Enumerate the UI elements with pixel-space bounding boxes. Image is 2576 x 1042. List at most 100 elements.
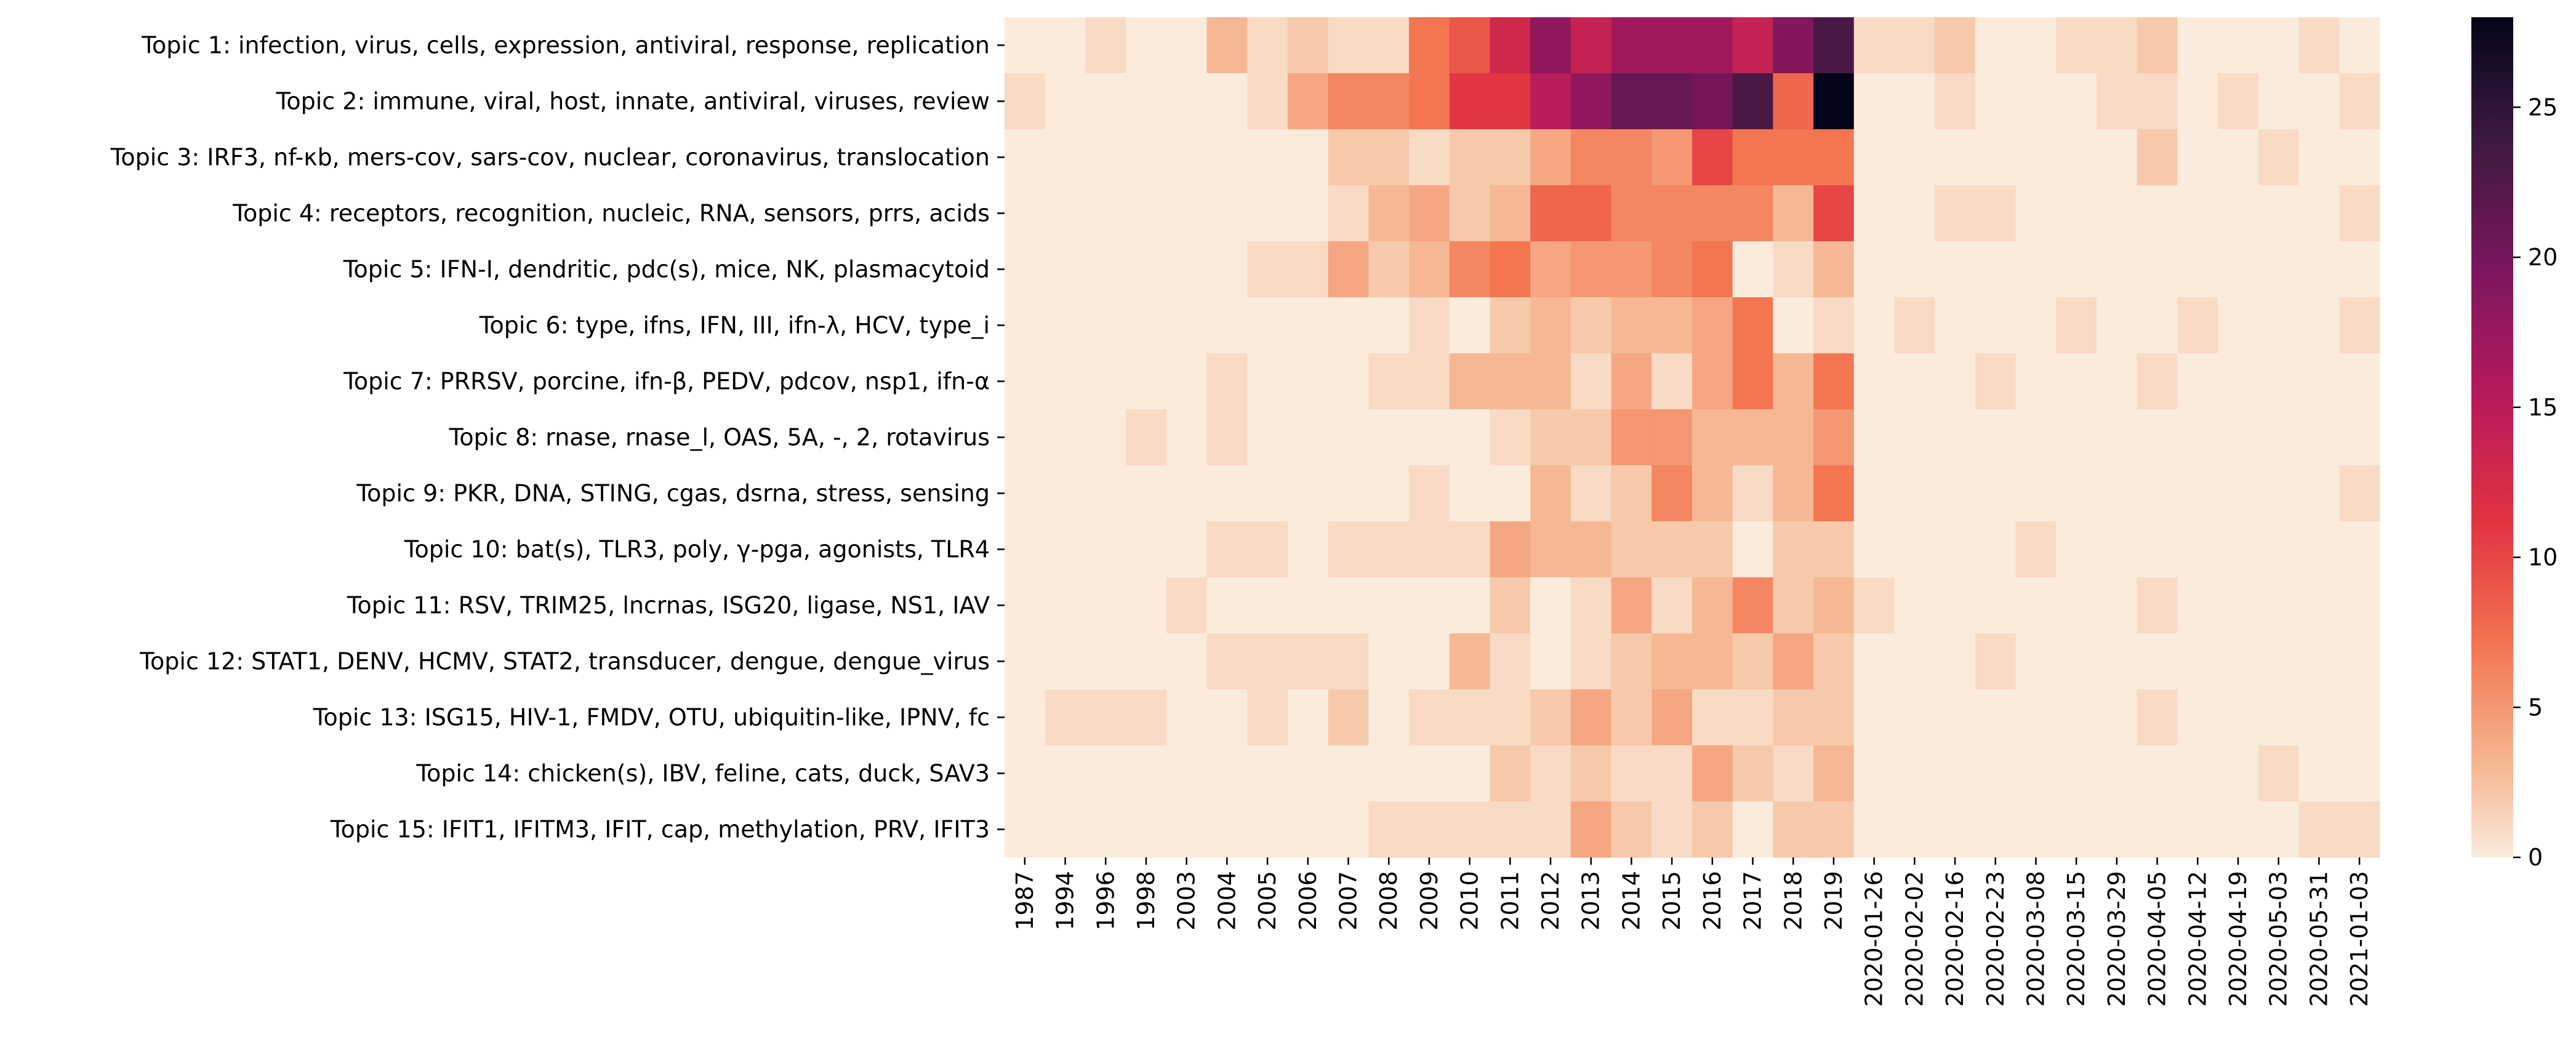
heatmap-cell (1409, 689, 1450, 746)
heatmap-cell (1328, 17, 1369, 74)
heatmap-cell (2015, 241, 2056, 298)
heatmap-cell (1530, 241, 1571, 298)
heatmap-cell (2339, 73, 2380, 130)
heatmap-cell (2056, 241, 2097, 298)
heatmap-cell (1975, 17, 2016, 74)
heatmap-cell (1935, 129, 1976, 186)
heatmap-cell (2056, 129, 2097, 186)
heatmap-cell (1126, 577, 1167, 634)
heatmap-cell (1732, 689, 1774, 746)
heatmap-cell (2298, 353, 2340, 410)
heatmap-cell (1611, 185, 1652, 242)
heatmap-cell (1975, 73, 2016, 130)
heatmap-cell (1449, 577, 1491, 634)
heatmap-cell (2298, 465, 2340, 522)
heatmap-cell (1732, 17, 1774, 74)
heatmap-cell (1773, 297, 1814, 354)
heatmap-cell (1813, 689, 1855, 746)
heatmap-cell (1085, 185, 1126, 242)
heatmap-cell (1935, 409, 1976, 466)
heatmap-cell (1126, 129, 1167, 186)
heatmap-cell (2177, 577, 2218, 634)
heatmap-cell (2177, 241, 2218, 298)
heatmap-cell (2298, 241, 2340, 298)
heatmap-cell (2218, 409, 2259, 466)
heatmap-cell (1611, 409, 1652, 466)
heatmap-cell (2097, 801, 2138, 858)
x-tick-label: 2013 (1578, 871, 1605, 931)
heatmap-cell (1894, 801, 1935, 858)
heatmap-cells (1005, 17, 2380, 858)
heatmap-cell (2097, 185, 2138, 242)
heatmap-cell (2056, 689, 2097, 746)
heatmap-cell (1166, 633, 1208, 690)
heatmap-cell (2218, 689, 2259, 746)
heatmap-cell (1166, 353, 1208, 410)
heatmap-cell (2218, 297, 2259, 354)
heatmap-cell (2298, 633, 2340, 690)
heatmap-cell (2097, 73, 2138, 130)
heatmap-cell (2056, 297, 2097, 354)
heatmap-cell (1853, 185, 1895, 242)
x-tick-label: 2003 (1173, 871, 1200, 931)
heatmap-cell (1490, 73, 1531, 130)
heatmap-cell (2339, 577, 2380, 634)
heatmap-cell (1611, 745, 1652, 802)
heatmap-cell (1773, 409, 1814, 466)
heatmap-cell (2056, 353, 2097, 410)
heatmap-cell (1975, 241, 2016, 298)
y-tick-label: Topic 14: chicken(s), IBV, feline, cats,… (415, 760, 990, 787)
heatmap-cell (1409, 185, 1450, 242)
heatmap-cell (2258, 129, 2300, 186)
x-tick-label: 2006 (1294, 871, 1322, 931)
heatmap-cell (1853, 745, 1895, 802)
heatmap-cell (1045, 241, 1086, 298)
heatmap-cell (1570, 185, 1612, 242)
x-tick-label: 2012 (1537, 871, 1564, 931)
heatmap-cell (2298, 745, 2340, 802)
heatmap-cell (2097, 577, 2138, 634)
heatmap-cell (1005, 521, 1046, 578)
heatmap-cell (2137, 185, 2178, 242)
heatmap-cell (2015, 801, 2056, 858)
heatmap-cell (1166, 745, 1208, 802)
x-tick-label: 1996 (1092, 871, 1119, 931)
heatmap-cell (1368, 689, 1410, 746)
heatmap-cell (1530, 297, 1571, 354)
heatmap-cell (2298, 17, 2340, 74)
heatmap-cell (1975, 297, 2016, 354)
heatmap-cell (2097, 465, 2138, 522)
heatmap-cell (2015, 409, 2056, 466)
heatmap-cell (1732, 633, 1774, 690)
heatmap-cell (2339, 801, 2380, 858)
heatmap-cell (1045, 297, 1086, 354)
heatmap-cell (1166, 521, 1208, 578)
heatmap-cell (2177, 409, 2218, 466)
heatmap-cell (1368, 185, 1410, 242)
heatmap-cell (1287, 745, 1329, 802)
heatmap-cell (2258, 297, 2300, 354)
heatmap-cell (2015, 353, 2056, 410)
heatmap-cell (1368, 297, 1410, 354)
heatmap-cell (2218, 801, 2259, 858)
y-tick-label: Topic 7: PRRSV, porcine, ifn-β, PEDV, pd… (343, 368, 990, 395)
heatmap-cell (2339, 689, 2380, 746)
heatmap-cell (2339, 129, 2380, 186)
heatmap-cell (2056, 801, 2097, 858)
heatmap-cell (1570, 353, 1612, 410)
x-tick-label: 2011 (1496, 871, 1523, 931)
heatmap-cell (1206, 577, 1248, 634)
heatmap-cell (1287, 129, 1329, 186)
heatmap-cell (1975, 577, 2016, 634)
heatmap-cell (1085, 633, 1126, 690)
y-tick-label: Topic 12: STAT1, DENV, HCMV, STAT2, tran… (139, 648, 990, 675)
heatmap-cell (1005, 577, 1046, 634)
x-tick-label: 2010 (1456, 871, 1483, 931)
heatmap-cell (2015, 577, 2056, 634)
heatmap-cell (1045, 185, 1086, 242)
heatmap-cell (1530, 633, 1571, 690)
x-tick-label: 2005 (1254, 871, 1281, 931)
heatmap-cell (1490, 17, 1531, 74)
heatmap-cell (1368, 801, 1410, 858)
x-tick-label: 2020-04-19 (2225, 871, 2252, 1007)
